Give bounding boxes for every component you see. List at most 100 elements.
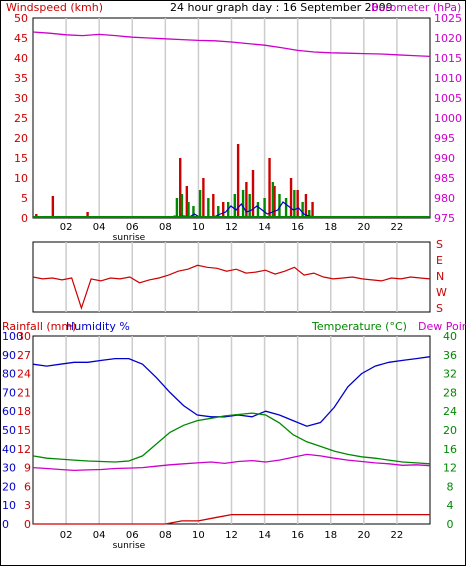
humidity-tick-label: 20	[2, 480, 16, 493]
humidity-tick-label: 70	[2, 386, 16, 399]
barometer-tick-label: 1025	[434, 12, 462, 25]
graph-title: 24 hour graph day : 16 September 2009	[170, 1, 393, 14]
gust-bar	[311, 202, 314, 218]
hour-tick-label: 12	[225, 530, 238, 541]
barometer-tick-label: 1000	[434, 112, 462, 125]
windspeed-tick-label: 10	[14, 172, 28, 185]
hour-tick-label: 22	[391, 530, 404, 541]
temperature-tick-label: 20	[443, 424, 457, 437]
direction-tick-label: S	[436, 238, 443, 251]
windspeed-tick-label: 20	[14, 132, 28, 145]
wind-bar	[248, 194, 251, 218]
gust-bar	[296, 190, 299, 218]
direction-tick-label: W	[436, 286, 447, 299]
temperature-tick-label: 24	[443, 405, 457, 418]
windspeed-tick-label: 5	[21, 192, 28, 205]
wind-bar	[217, 206, 220, 218]
sunrise-label: sunrise	[113, 541, 146, 551]
hour-tick-label: 02	[60, 530, 73, 541]
rainfall-tick-label: 18	[17, 405, 31, 418]
humidity-line	[32, 356, 431, 427]
humidity-axis-title: Humidity %	[66, 320, 130, 333]
rainfall-axis-title: Rainfall (mm)	[2, 320, 76, 333]
temperature-tick-label: 12	[443, 462, 457, 475]
humidity-tick-label: 100	[2, 330, 23, 343]
gust-bar	[202, 178, 205, 218]
wind-bar	[256, 202, 260, 218]
gust-bar	[251, 170, 255, 218]
humidity-tick-label: 80	[2, 368, 16, 381]
windspeed-tick-label: 0	[21, 212, 28, 225]
hour-tick-label: 14	[258, 222, 271, 233]
barometer-tick-label: 985	[434, 172, 455, 185]
rainfall-tick-label: 27	[17, 349, 31, 362]
direction-tick-label: E	[436, 254, 443, 267]
hour-tick-label: 08	[159, 222, 172, 233]
windspeed-tick-label: 45	[14, 32, 28, 45]
wind-bar	[198, 190, 202, 218]
wind-average-line	[173, 201, 315, 218]
hour-tick-label: 18	[324, 222, 337, 233]
wind-bar	[180, 194, 184, 218]
temperature-tick-label: 4	[447, 499, 454, 512]
direction-tick-label: S	[436, 302, 443, 315]
barometer-tick-label: 1010	[434, 72, 462, 85]
humidity-tick-label: 30	[2, 462, 16, 475]
gust-bar	[245, 182, 248, 218]
hour-tick-label: 16	[291, 530, 304, 541]
rainfall-tick-label: 3	[24, 499, 31, 512]
hour-tick-label: 20	[357, 222, 370, 233]
direction-tick-label: N	[436, 270, 444, 283]
hour-tick-label: 16	[291, 222, 304, 233]
wind-bar	[278, 194, 281, 218]
temperature-tick-label: 28	[443, 386, 457, 399]
gust-bar	[212, 194, 215, 218]
temperature-tick-label: 32	[443, 368, 457, 381]
humidity-tick-label: 0	[2, 518, 9, 531]
wind-bar	[301, 202, 304, 218]
temperature-line	[32, 412, 431, 465]
wind-bar	[233, 194, 237, 218]
humidity-tick-label: 60	[2, 405, 16, 418]
wind-bar	[241, 190, 245, 218]
gust-bar	[222, 202, 225, 218]
hour-tick-label: 10	[192, 222, 205, 233]
hour-tick-label: 04	[93, 530, 106, 541]
gust-bar	[304, 194, 308, 218]
gust-bar	[179, 158, 182, 218]
rainfall-tick-label: 24	[17, 368, 31, 381]
windspeed-tick-label: 25	[14, 112, 28, 125]
hour-tick-label: 20	[357, 530, 370, 541]
gust-bar	[236, 144, 240, 218]
temperature-tick-label: 0	[447, 518, 454, 531]
hour-tick-label: 10	[192, 530, 205, 541]
gust-bar	[289, 178, 293, 218]
sunrise-label: sunrise	[113, 233, 146, 243]
temperature-tick-label: 40	[443, 330, 457, 343]
hour-tick-label: 18	[324, 530, 337, 541]
rainfall-tick-label: 15	[17, 424, 31, 437]
wind-bar	[207, 198, 210, 218]
temperature-tick-label: 16	[443, 443, 457, 456]
barometer-tick-label: 975	[434, 212, 455, 225]
windspeed-tick-label: 30	[14, 92, 28, 105]
hour-tick-label: 06	[126, 222, 139, 233]
windspeed-tick-label: 40	[14, 52, 28, 65]
hour-tick-label: 02	[60, 222, 73, 233]
barometer-tick-label: 990	[434, 152, 455, 165]
barometer-tick-label: 1015	[434, 52, 462, 65]
hour-tick-label: 06	[126, 530, 139, 541]
gust-bar	[185, 186, 189, 218]
rainfall-tick-label: 21	[17, 386, 31, 399]
hour-tick-label: 22	[391, 222, 404, 233]
wind-direction-line	[32, 264, 431, 311]
wind-bar	[187, 202, 190, 218]
gust-bar	[86, 212, 89, 218]
wind-bar	[284, 198, 288, 218]
hour-tick-label: 14	[258, 530, 271, 541]
barometer-tick-label: 980	[434, 192, 455, 205]
dewpoint-axis-title: Dew Point	[418, 320, 466, 333]
barometer-tick-label: 1020	[434, 32, 462, 45]
rainfall-tick-label: 6	[24, 480, 31, 493]
hour-tick-label: 12	[225, 222, 238, 233]
